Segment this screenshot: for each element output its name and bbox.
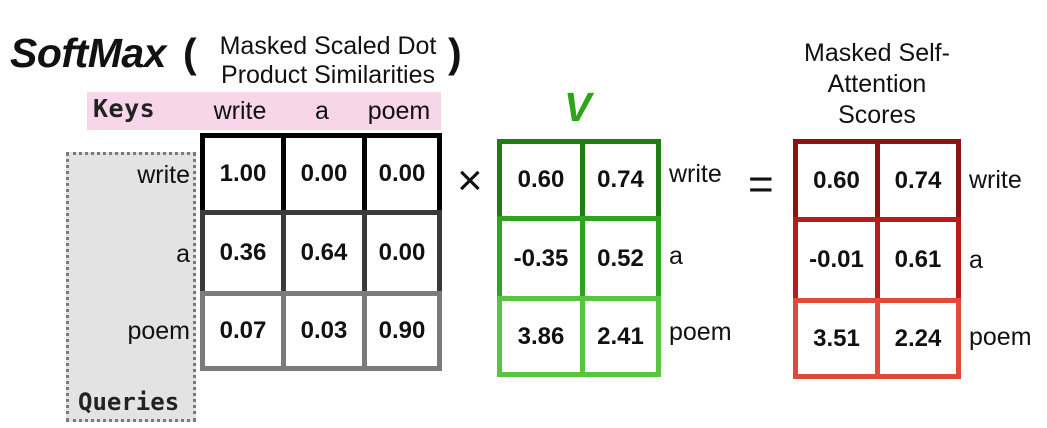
queries-tag: Queries	[78, 388, 180, 416]
v-cell: 0.74	[580, 139, 661, 221]
v-cell: 2.41	[580, 296, 661, 377]
v-matrix-label: V	[564, 84, 592, 130]
softmax-cell: 0.64	[281, 210, 367, 296]
softmax-cell: 0.90	[362, 291, 442, 371]
result-caption: Masked Self- Attention Scores	[772, 38, 982, 131]
result-caption-line1: Masked Self-	[804, 39, 950, 67]
v-row-label-poem: poem	[669, 318, 732, 346]
result-row-label-poem: poem	[969, 323, 1032, 351]
open-paren: (	[183, 30, 197, 76]
v-cell: 0.52	[580, 216, 661, 301]
v-cell: 0.60	[497, 139, 585, 221]
keys-tag: Keys	[93, 94, 156, 123]
result-cell: 0.74	[875, 139, 961, 222]
softmax-cell: 0.00	[362, 210, 442, 296]
softmax-cell: 1.00	[200, 133, 286, 215]
v-cell: -0.35	[497, 216, 585, 301]
result-cell: 2.24	[875, 298, 961, 379]
result-row-label-write: write	[969, 166, 1022, 194]
softmax-cell: 0.36	[200, 210, 286, 296]
result-caption-line2: Attention	[827, 70, 927, 98]
v-row-label-write: write	[669, 160, 722, 188]
result-cell: 0.60	[793, 139, 880, 222]
softmax-title: SoftMax	[10, 30, 166, 76]
key-label-poem: poem	[367, 97, 431, 125]
query-label-poem: poem	[127, 317, 190, 345]
result-cell: 3.51	[793, 298, 880, 379]
key-label-a: a	[315, 97, 329, 125]
query-label-a: a	[176, 240, 190, 268]
key-label-write: write	[213, 97, 267, 125]
close-paren: )	[448, 30, 462, 76]
result-caption-line3: Scores	[838, 101, 916, 129]
softmax-cell: 0.00	[362, 133, 442, 215]
query-label-write: write	[137, 161, 190, 189]
softmax-caption-line1: Masked Scaled Dot	[219, 32, 437, 60]
softmax-caption: Masked Scaled Dot Product Similarities	[203, 32, 453, 90]
keys-band	[87, 92, 441, 130]
softmax-cell: 0.00	[281, 133, 367, 215]
result-cell: -0.01	[793, 217, 880, 303]
queries-box	[66, 152, 196, 422]
v-cell: 3.86	[497, 296, 585, 377]
v-row-label-a: a	[669, 242, 683, 270]
softmax-caption-line2: Product Similarities	[221, 61, 435, 89]
softmax-cell: 0.07	[200, 291, 286, 371]
softmax-cell: 0.03	[281, 291, 367, 371]
result-cell: 0.61	[875, 217, 961, 303]
equals-operator: =	[748, 160, 774, 209]
result-row-label-a: a	[969, 246, 983, 274]
multiply-operator: ×	[457, 156, 483, 205]
